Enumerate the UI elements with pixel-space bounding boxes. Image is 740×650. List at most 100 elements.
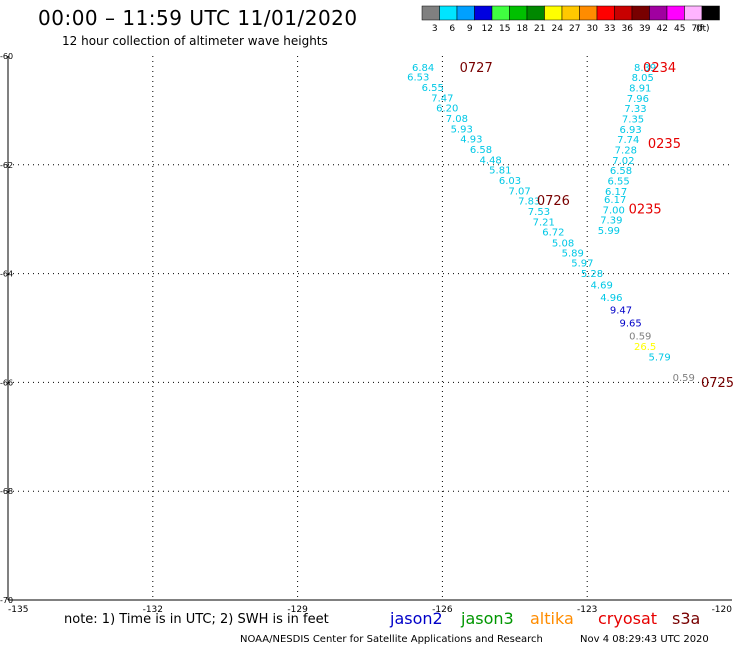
legend-swatch (684, 5, 703, 21)
legend-swatch (596, 5, 615, 21)
legend-label: 33 (604, 24, 615, 34)
wave-height-value: 7.02 (612, 156, 634, 167)
wave-height-value: 8.05 (632, 73, 654, 84)
wave-height-value: 6.55 (422, 83, 444, 94)
wave-height-value: 7.00 (603, 205, 625, 216)
wave-height-value: 6.17 (604, 195, 626, 206)
satellite-label-s3a: s3a (672, 609, 701, 628)
wave-height-value: 7.47 (431, 93, 453, 104)
x-tick-label: -120 (712, 605, 733, 615)
legend-unit: (ft) (696, 24, 710, 34)
y-tick-label: -64 (0, 270, 13, 279)
time-label: 0726 (537, 194, 570, 209)
legend-label: 6 (449, 24, 455, 34)
plot-frame (7, 56, 732, 601)
wave-height-value: 5.93 (451, 124, 473, 135)
legend-label: 27 (569, 24, 580, 34)
legend-swatch (421, 5, 440, 21)
wave-height-value: 8.39 (634, 63, 656, 74)
wave-height-value: 6.20 (436, 104, 458, 115)
grid-lines (8, 56, 732, 600)
page-title: 00:00 – 11:59 UTC 11/01/2020 (38, 6, 358, 30)
y-tick-label: -62 (0, 161, 13, 170)
wave-height-value: 9.65 (620, 319, 642, 330)
wave-height-value: 7.74 (617, 135, 639, 146)
legend-label: 18 (517, 24, 529, 34)
time-label: 0235 (629, 202, 662, 217)
wave-height-value: 0.59 (673, 373, 695, 384)
time-label: 0234 (643, 61, 676, 76)
wave-height-value: 26.5 (634, 342, 656, 353)
wave-height-value: 8.91 (629, 84, 651, 95)
legend-swatch (579, 5, 598, 21)
legend-swatch (474, 5, 493, 21)
y-tick-label: -70 (0, 596, 13, 605)
wave-height-value: 6.58 (470, 145, 492, 156)
legend-label: 36 (622, 24, 634, 34)
time-label: 0725 (701, 376, 734, 391)
page-subtitle: 12 hour collection of altimeter wave hei… (62, 34, 328, 48)
wave-height-value: 4.48 (480, 155, 502, 166)
wave-height-value: 6.72 (542, 228, 564, 239)
wave-height-value: 7.08 (446, 114, 468, 125)
legend-label: 3 (432, 24, 438, 34)
x-tick-label: -135 (8, 605, 28, 615)
wave-height-value: 6.17 (605, 187, 627, 198)
wave-height-value: 4.93 (460, 135, 482, 146)
wave-height-value: 6.03 (499, 176, 521, 187)
time-label: 0235 (648, 137, 681, 152)
legend-swatch (456, 5, 475, 21)
legend-label: 30 (587, 24, 599, 34)
legend-swatch (439, 5, 458, 21)
y-tick-label: -60 (0, 52, 13, 61)
legend-label: 9 (467, 24, 473, 34)
legend-swatch (526, 5, 545, 21)
satellite-label-jason3: jason3 (461, 609, 514, 628)
satellite-label-jason2: jason2 (390, 609, 443, 628)
wave-height-value: 7.07 (508, 186, 530, 197)
color-legend: 3 6 9 12 15 18 21 24 27 30 33 36 39 42 45 70(ft) (421, 5, 720, 34)
wave-height-value: 4.96 (600, 293, 622, 304)
wave-height-value: 6.58 (610, 166, 632, 177)
satellite-label-cryosat: cryosat (598, 609, 658, 628)
legend-swatch (631, 5, 650, 21)
wave-height-value: 7.28 (615, 146, 637, 157)
legend-label: 21 (534, 24, 545, 34)
legend-swatch (509, 5, 528, 21)
wave-height-value: 7.39 (600, 216, 622, 227)
legend-label: 24 (552, 24, 564, 34)
footer-timestamp: Nov 4 08:29:43 UTC 2020 (580, 634, 709, 645)
y-tick-label: -66 (0, 378, 13, 387)
wave-height-value: 6.93 (620, 125, 642, 136)
x-tick-label: -129 (287, 605, 308, 615)
time-label: 0727 (460, 61, 493, 76)
wave-height-value: 5.79 (648, 352, 670, 363)
legend-label: 12 (482, 24, 493, 34)
legend-swatch (561, 5, 580, 21)
wave-height-points: 6.846.536.557.476.207.085.934.936.584.48… (407, 63, 695, 384)
x-tick-label: -126 (432, 605, 453, 615)
wave-height-value: 6.53 (407, 73, 429, 84)
time-labels: 0727 0234 0235 0726 0235 0725 (460, 61, 734, 391)
legend-swatch (491, 5, 510, 21)
x-tick-label: -123 (577, 605, 597, 615)
wave-height-value: 5.28 (581, 269, 603, 280)
wave-height-value: 6.55 (607, 177, 629, 188)
legend-label: 39 (639, 24, 651, 34)
wave-height-value: 5.89 (562, 248, 584, 259)
legend-label: 45 (674, 24, 685, 34)
wave-height-value: 6.84 (412, 63, 434, 74)
wave-height-value: 7.96 (627, 94, 649, 105)
x-tick-label: -132 (143, 605, 163, 615)
wave-height-value: 9.47 (610, 306, 632, 317)
legend-swatch (544, 5, 563, 21)
legend-swatch (666, 5, 685, 21)
legend-swatch (649, 5, 668, 21)
axis-ticks: -135 -132 -129 -126 -123 -120 -60 -62 -64 -66 -68 -… (0, 52, 732, 615)
wave-height-value: 7.33 (624, 104, 646, 115)
wave-height-value: 0.59 (629, 332, 651, 343)
y-tick-label: -68 (0, 487, 13, 496)
note-text: note: 1) Time is in UTC; 2) SWH is in fe… (64, 612, 329, 627)
wave-height-value: 4.69 (591, 280, 613, 291)
